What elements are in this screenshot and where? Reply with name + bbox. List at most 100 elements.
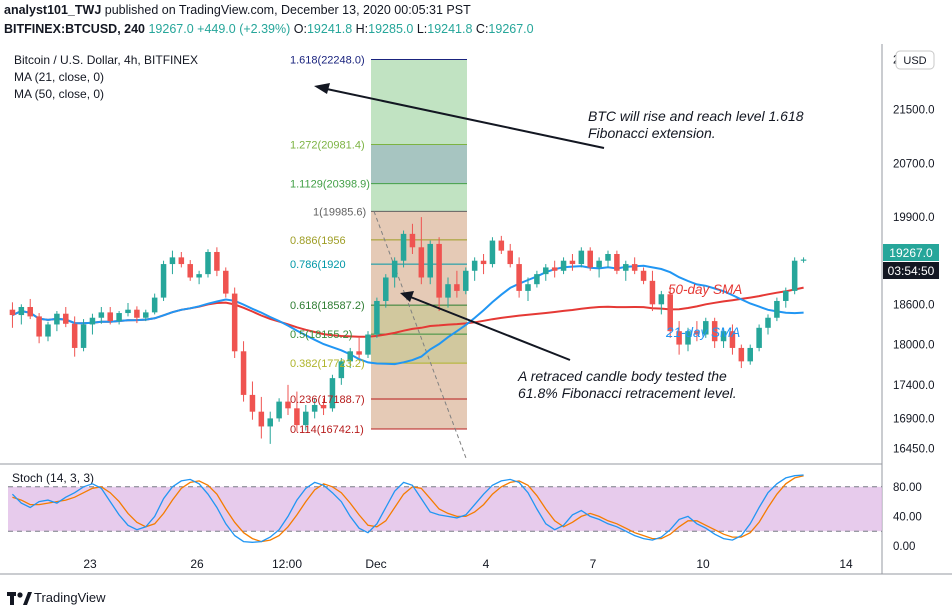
annotation-bottom-line1: A retraced candle body tested the: [517, 368, 727, 384]
publisher-name[interactable]: analyst101_TWJ: [4, 3, 102, 17]
open-value: 19241.8: [306, 22, 353, 36]
last-price-tag-text: 19267.0: [889, 246, 933, 260]
candle: [623, 260, 629, 281]
annotation-bottom-line2: 61.8% Fibonacci retracement level.: [518, 385, 737, 401]
candle: [63, 307, 69, 328]
candle: [338, 358, 345, 385]
candle: [36, 313, 42, 344]
annotation-top-line1: BTC will rise and reach level 1.618: [588, 108, 804, 124]
price-tick-label: 20700.0: [893, 158, 935, 170]
symbol-label: BITFINEX:BTCUSD, 240: [4, 22, 145, 36]
candle: [143, 309, 149, 322]
candle: [169, 250, 176, 275]
time-tick-label: 23: [83, 557, 97, 571]
stoch-tick-label: 0.00: [893, 541, 915, 553]
candle: [685, 327, 691, 352]
candle: [311, 398, 318, 419]
candle: [427, 240, 433, 285]
candle: [525, 277, 531, 301]
price-tick-label: 16450.0: [893, 444, 935, 456]
candle: [107, 307, 113, 325]
candle: [614, 250, 620, 275]
candle: [783, 287, 789, 308]
candle: [649, 270, 656, 312]
candle: [205, 249, 211, 278]
candle: [436, 237, 442, 312]
fib-level-label: 0.236(17188.7): [290, 394, 365, 406]
fib-level-label: 0.618(18587.2): [290, 300, 365, 312]
close-label: C:: [475, 22, 489, 36]
candle: [774, 297, 780, 322]
annotation-arrowhead-top: [314, 83, 330, 94]
tradingview-brand[interactable]: TradingView: [34, 590, 106, 605]
candle: [569, 254, 576, 271]
candle: [791, 257, 798, 295]
annotation-top-line2: Fibonacci extension.: [588, 125, 716, 141]
candle: [54, 311, 60, 332]
candle: [640, 267, 647, 285]
candle: [703, 317, 709, 338]
currency-label: USD: [903, 55, 926, 67]
chart-svg[interactable]: 1.618(22248.0) 1.272(20981.4) 1.1129(20398…: [0, 44, 952, 582]
time-tick-label: 10: [696, 557, 710, 571]
time-tick-label: 7: [590, 557, 597, 571]
countdown-tag: [883, 262, 939, 279]
price-tick-label: 18600.0: [893, 299, 935, 311]
time-tick-label: 12:00: [272, 557, 302, 571]
price-tick-label: 17400.0: [893, 380, 935, 392]
publisher-line: analyst101_TWJ published on TradingView.…: [4, 3, 471, 17]
candle: [116, 311, 122, 325]
stoch-k-line: [11, 474, 804, 543]
candle: [543, 264, 549, 281]
candle: [160, 260, 167, 301]
candle: [747, 344, 753, 365]
price-tick-label: 18000.0: [893, 340, 935, 352]
candle: [196, 270, 202, 285]
tradingview-logo-icon[interactable]: [6, 588, 36, 608]
candle: [356, 337, 362, 358]
candle: [711, 317, 718, 348]
candle: [383, 274, 389, 308]
candle: [18, 304, 25, 325]
sma50-label: 50-day SMA: [668, 282, 742, 297]
candle: [507, 243, 513, 268]
fib-level-label: 1.1129(20398.9): [290, 179, 370, 191]
candle: [400, 230, 407, 268]
candles: [9, 217, 807, 444]
candle: [231, 287, 238, 358]
time-axis[interactable]: 23 26 12:00 Dec 4 7 10 14: [83, 557, 853, 571]
candle: [258, 396, 265, 439]
legend-title: Bitcoin / U.S. Dollar, 4h, BITFINEX: [14, 53, 198, 67]
currency-button[interactable]: [895, 50, 935, 70]
fib-level-label: 0.114(16742.1): [290, 424, 364, 436]
last-price-tag: [883, 244, 939, 261]
fib-level-label: 0.786(1920: [290, 259, 346, 271]
candle: [71, 316, 78, 357]
candle: [45, 321, 51, 342]
chart-area[interactable]: 1.618(22248.0) 1.272(20981.4) 1.1129(20398…: [0, 44, 952, 582]
candle: [800, 257, 807, 263]
candle: [134, 306, 140, 324]
annotation-arrow-bottom: [407, 295, 571, 361]
candle: [125, 302, 131, 317]
high-value: 19285.0: [368, 22, 414, 36]
candle: [98, 307, 105, 324]
candle: [667, 287, 673, 338]
sma21-label: 21-day SMA: [665, 325, 740, 340]
countdown-tag-text: 03:54:50: [888, 264, 935, 278]
annotations: [314, 83, 605, 361]
candle: [347, 347, 353, 369]
candle: [587, 247, 593, 271]
candle: [27, 298, 33, 320]
fib-level-label: 0.5(18155.2): [290, 329, 352, 341]
candle: [365, 331, 371, 358]
low-label: L:: [416, 22, 428, 36]
candle: [765, 314, 771, 335]
candle: [418, 217, 425, 285]
candle: [658, 290, 665, 315]
price-tick-label: 19900.0: [893, 212, 935, 224]
candle: [738, 344, 745, 369]
candle: [516, 257, 522, 298]
candle: [151, 293, 158, 315]
close-value: 19267.0: [488, 22, 534, 36]
